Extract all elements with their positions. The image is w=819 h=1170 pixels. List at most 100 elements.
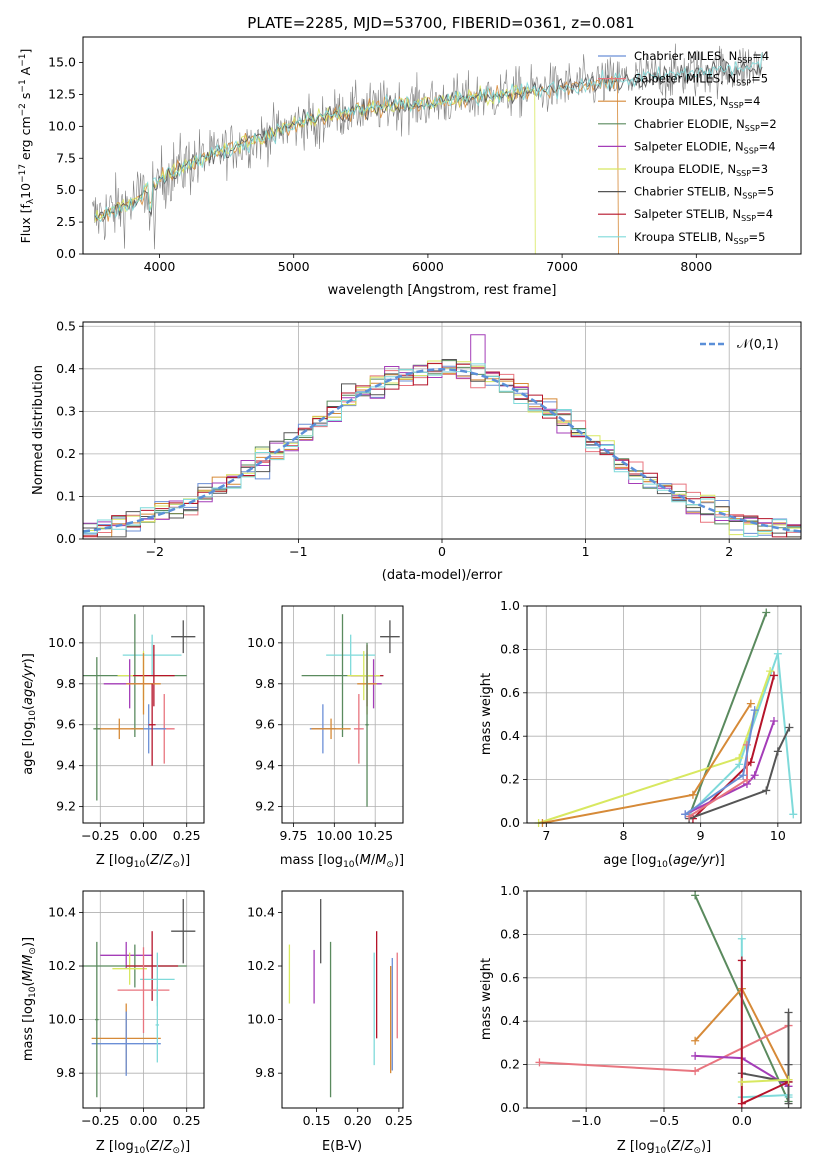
x-tick-label: 0.00: [130, 1113, 158, 1128]
x-tick-label: 1: [582, 544, 590, 559]
weight-marker: [737, 934, 746, 943]
weight-marker: [750, 771, 759, 780]
age-vs-Z-panel: −0.25 0.00 0.25 9.2 9.4 9.6 9.8 10.0 Z [log10(Z…: [21, 605, 205, 870]
y-tick-label: 1.0: [500, 598, 520, 613]
x-tick-label: −1: [289, 544, 307, 559]
spectrum-xlabel: wavelength [Angstrom, rest frame]: [328, 283, 557, 298]
x-tick-label: 7: [542, 828, 550, 843]
y-tick-label: 9.8: [56, 1065, 76, 1080]
y-tick-label: 0.0: [500, 815, 520, 830]
mass-vs-Z-panel: −0.25 0.00 0.25 9.8 10.0 10.2 10.4 Z [log10(Z/…: [21, 890, 205, 1156]
x-tick-label: 0.15: [303, 1113, 331, 1128]
y-tick-label: 0.2: [56, 446, 76, 461]
spectrum-legend: Chabrier MILES, NSSP=4 Salpeter MILES, NS…: [598, 49, 777, 246]
y-tick-label: 9.8: [255, 1065, 275, 1080]
y-tick-label: 10.2: [48, 958, 76, 973]
y-tick-label: 0.1: [56, 488, 76, 503]
residual-ylabel: Normed distribution: [31, 365, 46, 495]
weight-marker: [784, 1099, 793, 1108]
y-tick-label: 0.4: [56, 361, 76, 376]
x-tick-label: 7000: [546, 259, 578, 274]
x-tick-label: 0.25: [173, 828, 201, 843]
weight-marker: [737, 1099, 746, 1108]
y-tick-label: 0.4: [500, 1013, 520, 1028]
y-tick-label: 9.6: [56, 717, 76, 732]
x-tick-label: 0.0: [732, 1113, 752, 1128]
weight-marker: [691, 1036, 700, 1045]
y-tick-label: 0.3: [56, 403, 76, 418]
wAge-xlabel: age [log10(age/yr)]: [603, 853, 725, 870]
weight-vs-Z-panel: −1.0 −0.5 0.0 0.0 0.2 0.4 0.6 0.8 1.0 Z [log10(Z…: [479, 883, 802, 1156]
x-tick-label: 10: [770, 828, 786, 843]
histogram-kroupa-stelib: [82, 363, 801, 539]
y-tick-label: 9.4: [56, 758, 76, 773]
wAge-ylabel: mass weight: [479, 673, 494, 755]
y-tick-label: 0.8: [500, 926, 520, 941]
weight-marker: [773, 747, 782, 756]
spectrum-ylabel: Flux [fλ10−17 erg cm−2 s−1 A−1]: [18, 49, 36, 244]
weight-marker: [688, 790, 697, 799]
x-tick-label: 8000: [680, 259, 712, 274]
normal-curve: [82, 368, 802, 533]
y-tick-label: 10.0: [247, 1012, 275, 1027]
legend-label: Chabrier STELIB, NSSP=5: [634, 185, 774, 201]
y-tick-label: 9.2: [56, 799, 76, 814]
mZ-ylabel: mass [log10(M/M⊙)]: [21, 937, 38, 1061]
weight-marker: [742, 775, 751, 784]
spectrum-panel: 4000 5000 6000 7000 8000 0.0 2.5 5.0 7.5 10.0 12.5…: [18, 36, 802, 298]
weight-marker: [739, 771, 748, 780]
mass-vs-EBV-panel: 0.15 0.20 0.25 9.8 10.0 10.2 10.4 E(B-V): [247, 890, 413, 1154]
x-tick-label: 0.25: [385, 1113, 413, 1128]
legend-label: Kroupa ELODIE, NSSP=3: [634, 162, 768, 178]
x-tick-label: −0.25: [81, 1113, 119, 1128]
weight-marker: [785, 723, 794, 732]
y-tick-label: 10.2: [247, 958, 275, 973]
y-tick-label: 0.0: [56, 531, 76, 546]
weight-marker: [691, 1051, 700, 1060]
y-tick-label: 7.5: [56, 150, 76, 165]
y-tick-label: 15.0: [48, 55, 76, 70]
ageZ-ylabel: age [log10(age/yr)]: [21, 653, 38, 775]
weight-marker: [737, 956, 746, 965]
weight-line-salpeter-elodie: [684, 720, 775, 816]
x-tick-label: 2: [725, 544, 733, 559]
weight-marker: [681, 810, 690, 819]
x-tick-label: 0.00: [130, 828, 158, 843]
y-tick-label: 0.6: [500, 970, 520, 985]
y-tick-label: 10.0: [48, 635, 76, 650]
weight-marker: [742, 740, 751, 749]
weight-marker: [762, 786, 771, 795]
x-tick-label: 8: [620, 828, 628, 843]
weight-marker: [746, 699, 755, 708]
weight-line-kroupa-stelib: [740, 938, 790, 1099]
y-tick-label: 0.4: [500, 728, 520, 743]
weight-marker: [535, 1058, 544, 1067]
residual-histogram-panel: −2 −1 0 1 2 0.0 0.1 0.2 0.3 0.4 0.5 𝒩(0,1) (data-m…: [31, 318, 802, 583]
y-tick-label: 10.0: [247, 635, 275, 650]
y-tick-label: 9.2: [255, 799, 275, 814]
mE-xlabel: E(B-V): [322, 1139, 362, 1154]
weight-vs-age-panel: 7 8 9 10 0.0 0.2 0.4 0.6 0.8 1.0 age [log10(age/y…: [479, 598, 802, 870]
age-vs-mass-panel: 9.75 10.00 10.25 9.2 9.4 9.6 9.8 10.0 mass [log…: [247, 605, 404, 870]
weight-marker: [769, 671, 778, 680]
ageM-xlabel: mass [log10(M/M⊙)]: [280, 853, 404, 870]
spectrum-model-chabrier-stelib: [94, 59, 763, 221]
wZ-ylabel: mass weight: [479, 958, 494, 1040]
y-tick-label: 12.5: [48, 86, 76, 101]
y-tick-label: 10.0: [48, 118, 76, 133]
spectrum-model-kroupa-elodie: [94, 84, 536, 255]
wZ-xlabel: Z [log10(Z/Z⊙)]: [617, 1139, 711, 1156]
x-tick-label: 9.75: [280, 828, 308, 843]
weight-marker: [762, 608, 771, 617]
x-tick-label: −0.25: [81, 828, 119, 843]
y-tick-label: 9.6: [255, 717, 275, 732]
weight-marker: [784, 1060, 793, 1069]
x-tick-label: 9: [697, 828, 705, 843]
legend-label: Kroupa MILES, NSSP=4: [634, 94, 760, 110]
weight-marker: [737, 1077, 746, 1086]
y-tick-label: 0.8: [500, 641, 520, 656]
residual-legend: 𝒩(0,1): [700, 336, 779, 351]
x-tick-label: −2: [146, 544, 164, 559]
weight-marker: [691, 891, 700, 900]
weight-marker: [784, 1008, 793, 1017]
